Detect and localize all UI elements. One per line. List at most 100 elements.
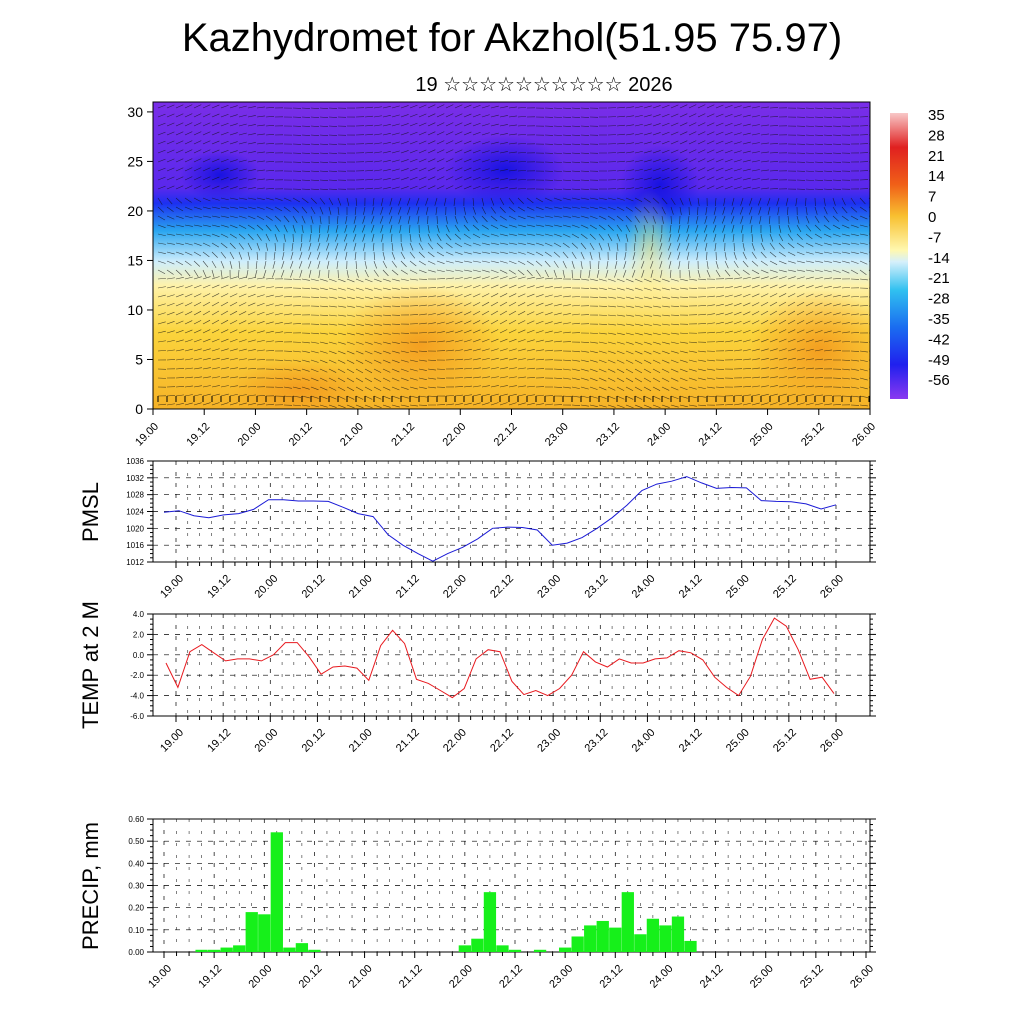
wind-barb bbox=[247, 124, 256, 127]
wind-barb bbox=[616, 160, 625, 163]
wind-barb bbox=[256, 124, 265, 127]
wind-barb bbox=[481, 215, 488, 223]
wind-barb bbox=[472, 140, 481, 145]
wind-barb bbox=[724, 403, 733, 406]
wind-barb bbox=[238, 197, 247, 200]
wind-barb bbox=[769, 393, 778, 397]
wind-barb bbox=[499, 393, 508, 397]
wind-barb bbox=[553, 331, 562, 334]
wind-barb bbox=[724, 312, 733, 316]
wind-barb bbox=[298, 260, 303, 269]
wind-barb bbox=[650, 242, 654, 251]
wind-barb bbox=[661, 278, 670, 282]
y-tick-label: 0.10 bbox=[128, 926, 144, 935]
x-tick-label: 25.12 bbox=[798, 963, 826, 991]
wind-barb bbox=[445, 140, 454, 145]
wind-barb bbox=[229, 393, 238, 397]
wind-barb bbox=[247, 394, 256, 397]
wind-barb bbox=[328, 278, 337, 282]
wind-barb bbox=[382, 169, 391, 172]
wind-barb bbox=[184, 197, 192, 203]
wind-barb bbox=[193, 385, 202, 388]
wind-barb bbox=[354, 206, 357, 215]
wind-barb bbox=[715, 340, 724, 343]
wind-barb bbox=[742, 367, 751, 370]
wind-barb bbox=[571, 233, 580, 239]
wind-barb bbox=[444, 197, 447, 206]
wind-barb bbox=[517, 233, 526, 236]
wind-barb bbox=[373, 359, 382, 364]
wind-barb bbox=[463, 293, 472, 298]
wind-barb bbox=[371, 206, 375, 215]
wind-barb bbox=[724, 294, 733, 298]
wind-barb bbox=[472, 311, 481, 316]
wind-barb bbox=[344, 224, 348, 233]
wind-barb bbox=[508, 142, 517, 145]
wind-barb bbox=[733, 141, 742, 145]
wind-barb bbox=[751, 106, 760, 109]
wind-barb bbox=[481, 367, 490, 370]
wind-barb bbox=[389, 215, 393, 224]
wind-barb bbox=[391, 395, 400, 399]
wind-barb bbox=[706, 313, 715, 316]
wind-barb bbox=[301, 404, 310, 407]
wind-barb bbox=[598, 233, 605, 241]
wind-barb bbox=[742, 320, 751, 325]
wind-barb bbox=[606, 260, 609, 269]
wind-barb bbox=[580, 197, 589, 200]
wind-barb bbox=[355, 278, 364, 283]
wind-barb bbox=[571, 278, 580, 280]
wind-barb bbox=[328, 179, 338, 181]
wind-barb bbox=[607, 404, 616, 408]
wind-barb bbox=[760, 284, 769, 289]
wind-barb bbox=[372, 242, 375, 251]
wind-barb bbox=[562, 295, 571, 298]
wind-barb bbox=[517, 197, 524, 204]
wind-barb bbox=[255, 260, 258, 269]
wind-barb bbox=[787, 319, 796, 325]
wind-barb bbox=[841, 312, 850, 316]
wind-barb bbox=[814, 134, 823, 136]
x-tick-label: 23.00 bbox=[535, 573, 563, 601]
wind-barb bbox=[346, 305, 355, 308]
wind-barb bbox=[706, 158, 715, 163]
wind-barb bbox=[508, 251, 517, 255]
wind-barb bbox=[778, 301, 787, 307]
wind-barb bbox=[805, 385, 814, 388]
wind-barb bbox=[346, 377, 355, 383]
wind-barb bbox=[715, 368, 724, 371]
wind-barb bbox=[832, 152, 842, 154]
wind-barb bbox=[274, 303, 283, 307]
wind-barb bbox=[832, 197, 836, 206]
wind-barb bbox=[382, 305, 391, 308]
wind-barb bbox=[517, 348, 526, 352]
wind-barb bbox=[733, 320, 742, 325]
wind-barb bbox=[841, 322, 850, 325]
wind-barb bbox=[272, 269, 276, 278]
wind-barb bbox=[677, 251, 681, 260]
wind-barb bbox=[643, 287, 652, 291]
wind-barb bbox=[769, 143, 779, 145]
wind-barb bbox=[166, 149, 175, 154]
wind-barb bbox=[328, 386, 337, 391]
wind-barb bbox=[706, 395, 715, 398]
wind-barb bbox=[409, 131, 418, 136]
wind-barb bbox=[229, 293, 238, 298]
wind-barb bbox=[463, 185, 472, 190]
wind-barb bbox=[409, 104, 418, 109]
wind-barb bbox=[220, 197, 229, 201]
wind-barb bbox=[202, 176, 211, 181]
wind-barb bbox=[436, 331, 445, 334]
wind-barb bbox=[787, 260, 796, 264]
wind-barb bbox=[202, 224, 211, 227]
wind-barb bbox=[751, 367, 760, 370]
wind-barb bbox=[317, 260, 321, 269]
wind-barb bbox=[679, 278, 688, 282]
wind-barb bbox=[310, 278, 319, 282]
wind-barb bbox=[634, 150, 643, 154]
wind-barb bbox=[211, 269, 215, 278]
wind-barb bbox=[679, 386, 688, 391]
wind-barb bbox=[499, 385, 508, 388]
wind-barb bbox=[859, 260, 868, 265]
wind-barb bbox=[724, 286, 733, 289]
